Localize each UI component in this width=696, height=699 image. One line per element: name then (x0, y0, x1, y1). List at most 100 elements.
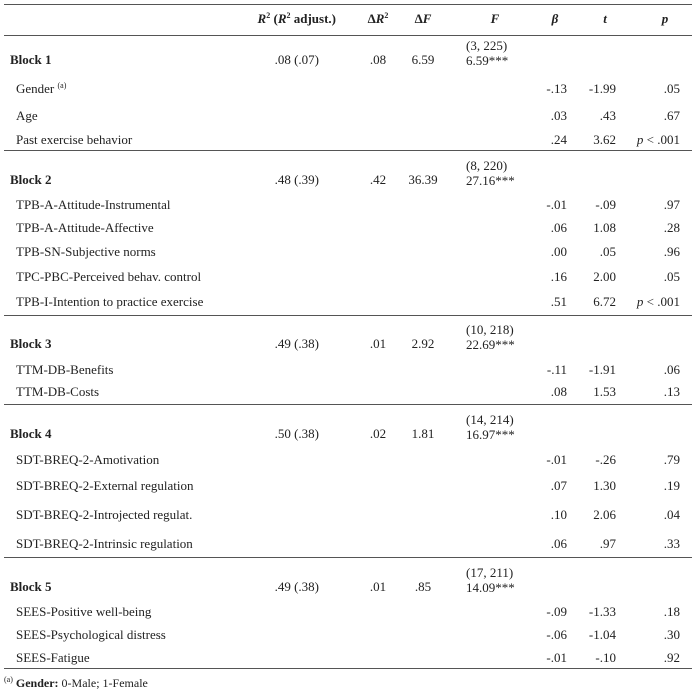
block-delta-f: .85 (414, 579, 432, 594)
predictor-label: Age (16, 108, 38, 123)
block-label: Block 5 (10, 579, 52, 594)
block-delta-r2: .08 (369, 52, 387, 67)
block-label: Block 2 (10, 172, 52, 187)
beta-value: .24 (550, 132, 567, 147)
predictor-name: TPB-I-Intention to practice exercise (16, 294, 203, 309)
predictor-label: SEES-Fatigue (16, 650, 90, 665)
footnote: (a) Gender: 0-Male; 1-Female (4, 676, 148, 691)
rule-block-3 (4, 315, 692, 316)
t-value: -.26 (595, 452, 616, 467)
p-value: .79 (663, 452, 680, 467)
predictor-name: SEES-Positive well-being (16, 604, 151, 619)
block-f-df: (10, 218) (466, 322, 514, 337)
rule-bottom (4, 668, 692, 669)
predictor-name: TTM-DB-Benefits (16, 362, 113, 377)
block-r2: .50 (.38) (274, 426, 319, 441)
beta-value: -.09 (546, 604, 567, 619)
t-value: 1.08 (593, 220, 616, 235)
predictor-name: TPC-PBC-Perceived behav. control (16, 269, 201, 284)
rule-top (4, 4, 692, 5)
block-delta-f: 2.92 (411, 336, 435, 351)
predictor-label: TPB-I-Intention to practice exercise (16, 294, 204, 309)
footnote-label: Gender: (15, 676, 59, 690)
t-value: 2.06 (593, 507, 616, 522)
t-value: -1.04 (588, 627, 616, 642)
predictor-label: SDT-BREQ-2-Introjected regulat. (16, 507, 193, 522)
beta-value: -.13 (546, 81, 567, 96)
p-value: .92 (663, 650, 680, 665)
beta-value: -.01 (546, 452, 567, 467)
beta-value: .10 (550, 507, 567, 522)
predictor-name: SEES-Fatigue (16, 650, 90, 665)
block-delta-f: 6.59 (411, 52, 435, 67)
predictor-name: TPB-A-Attitude-Instrumental (16, 197, 171, 212)
rule-block-4 (4, 404, 692, 405)
beta-value: .03 (550, 108, 567, 123)
beta-value: .06 (550, 220, 567, 235)
block-f-df: (3, 225) (466, 38, 508, 53)
block-label: Block 1 (10, 52, 52, 67)
block-f-value: 14.09*** (466, 580, 515, 595)
beta-value: .16 (550, 269, 567, 284)
p-value: .18 (663, 604, 680, 619)
predictor-label: SDT-BREQ-2-Intrinsic regulation (16, 536, 193, 551)
t-value: 2.00 (593, 269, 616, 284)
predictor-name: Gender (a) (16, 81, 66, 96)
predictor-name: TPB-SN-Subjective norms (16, 244, 156, 259)
beta-value: -.11 (546, 362, 567, 377)
predictor-label: TTM-DB-Costs (16, 384, 100, 399)
predictor-label: TPB-A-Attitude-Instrumental (16, 197, 171, 212)
predictor-name: SDT-BREQ-2-External regulation (16, 478, 194, 493)
t-value: .43 (599, 108, 616, 123)
predictor-name: SDT-BREQ-2-Introjected regulat. (16, 507, 192, 522)
footnote-text: 0-Male; 1-Female (58, 676, 148, 690)
header-beta: β (551, 11, 559, 26)
block-r2: .49 (.38) (274, 579, 319, 594)
predictor-name: TPB-A-Attitude-Affective (16, 220, 154, 235)
header-r2: R2 (R2 adjust.) (257, 11, 336, 26)
header-f: F (490, 11, 500, 26)
p-value: .30 (663, 627, 680, 642)
t-value: -1.33 (588, 604, 616, 619)
block-delta-r2: .01 (369, 336, 387, 351)
block-f-value: 27.16*** (466, 173, 515, 188)
predictor-label: SDT-BREQ-2-External regulation (16, 478, 194, 493)
t-value: -1.91 (588, 362, 616, 377)
header-delta-r2: ΔR2 (367, 11, 389, 26)
predictor-label: TTM-DB-Benefits (16, 362, 114, 377)
beta-value: -.06 (546, 627, 567, 642)
p-value: .97 (663, 197, 680, 212)
p-value: .19 (663, 478, 680, 493)
block-f-df: (8, 220) (466, 158, 508, 173)
rule-header (4, 35, 692, 36)
t-value: -.09 (595, 197, 616, 212)
block-delta-r2: .42 (369, 172, 387, 187)
predictor-label: SEES-Psychological distress (16, 627, 166, 642)
rule-block-5 (4, 557, 692, 558)
predictor-name: Past exercise behavior (16, 132, 132, 147)
t-value: 3.62 (593, 132, 616, 147)
block-f-value: 22.69*** (466, 337, 515, 352)
predictor-label: Past exercise behavior (16, 132, 133, 147)
t-value: 1.30 (593, 478, 616, 493)
t-value: .05 (599, 244, 616, 259)
p-value: .13 (663, 384, 680, 399)
block-delta-r2: .02 (369, 426, 387, 441)
beta-value: .00 (550, 244, 567, 259)
p-value: .96 (663, 244, 680, 259)
p-value: p < .001 (636, 294, 680, 309)
header-t: t (603, 11, 607, 26)
predictor-name: SEES-Psychological distress (16, 627, 166, 642)
p-value: .05 (663, 81, 680, 96)
p-value: .05 (663, 269, 680, 284)
beta-value: .06 (550, 536, 567, 551)
block-delta-f: 1.81 (411, 426, 435, 441)
p-value: .06 (663, 362, 680, 377)
predictor-label: SEES-Positive well-being (16, 604, 152, 619)
block-r2: .08 (.07) (274, 52, 319, 67)
predictor-label: TPC-PBC-Perceived behav. control (16, 269, 202, 284)
beta-value: .51 (550, 294, 567, 309)
block-f-value: 6.59*** (466, 53, 509, 68)
t-value: 6.72 (593, 294, 616, 309)
predictor-label: TPB-SN-Subjective norms (16, 244, 156, 259)
